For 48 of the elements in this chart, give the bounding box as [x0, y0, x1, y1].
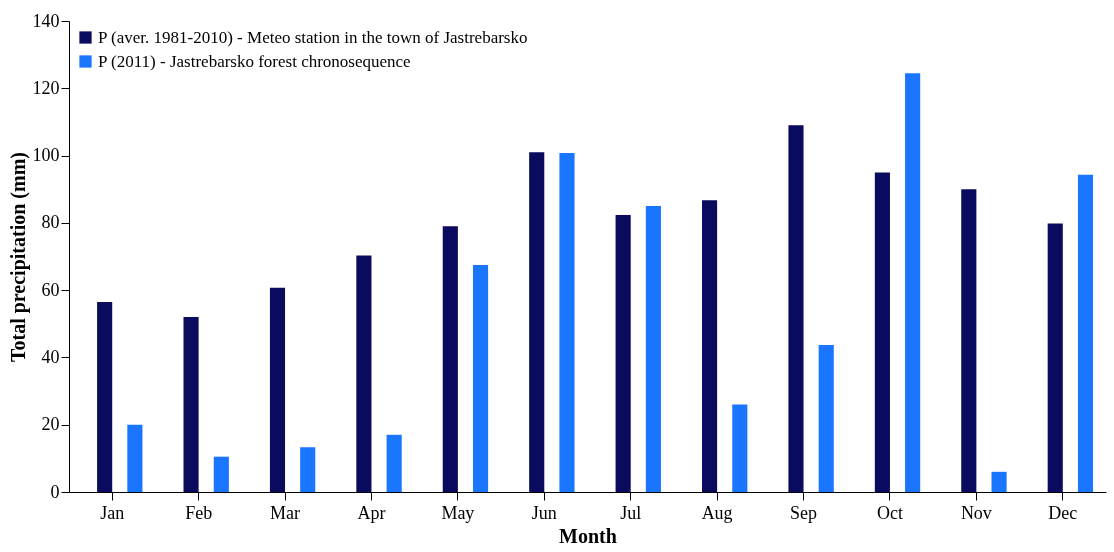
bar	[905, 73, 921, 492]
y-tick-label: 60	[41, 279, 60, 300]
x-tick-label: Dec	[1048, 502, 1078, 523]
x-tick-label: Aug	[701, 502, 733, 523]
legend-label: P (2011) - Jastrebarsko forest chronosequence	[98, 51, 411, 71]
bar	[127, 424, 143, 492]
bar	[269, 287, 286, 492]
y-tick-label: 40	[41, 346, 60, 367]
bar	[442, 226, 458, 492]
y-tick-label: 140	[32, 10, 60, 31]
bar	[356, 255, 372, 492]
y-tick-label: 100	[32, 145, 60, 166]
x-tick-label: Jun	[531, 502, 557, 523]
bar	[529, 152, 545, 492]
x-tick-label: Feb	[185, 502, 213, 523]
y-tick-label: 0	[50, 481, 60, 502]
bar	[183, 317, 199, 492]
x-tick-label: Oct	[876, 502, 903, 523]
x-tick-label: Sep	[790, 502, 818, 523]
bar	[874, 172, 890, 492]
bar	[300, 447, 316, 492]
bar	[991, 471, 1007, 492]
y-tick-label: 20	[41, 414, 60, 435]
x-tick-label: Jul	[620, 502, 642, 523]
bar	[473, 264, 489, 492]
bar	[615, 215, 631, 492]
y-tick-label: 120	[32, 77, 60, 98]
x-tick-label: Apr	[357, 502, 386, 523]
bar	[702, 200, 718, 492]
bar	[645, 206, 661, 492]
x-axis-title: Month	[559, 524, 617, 547]
bar	[732, 404, 748, 492]
bar	[1077, 174, 1094, 492]
bar	[213, 456, 229, 492]
x-tick-label: May	[441, 502, 475, 523]
x-tick-label: Mar	[270, 502, 301, 523]
bar	[97, 301, 113, 492]
y-tick-label: 80	[41, 212, 60, 233]
bar	[818, 344, 834, 492]
x-tick-label: Nov	[960, 502, 992, 523]
y-axis-title: Total precipitation (mm)	[6, 152, 30, 362]
bar	[1047, 223, 1063, 492]
bar	[386, 434, 402, 492]
legend-label: P (aver. 1981-2010) - Meteo station in the town of Jastrebarsko	[98, 27, 528, 47]
x-tick-label: Jan	[100, 502, 125, 523]
bar	[961, 189, 977, 492]
bar	[559, 152, 575, 492]
bar	[788, 125, 804, 492]
